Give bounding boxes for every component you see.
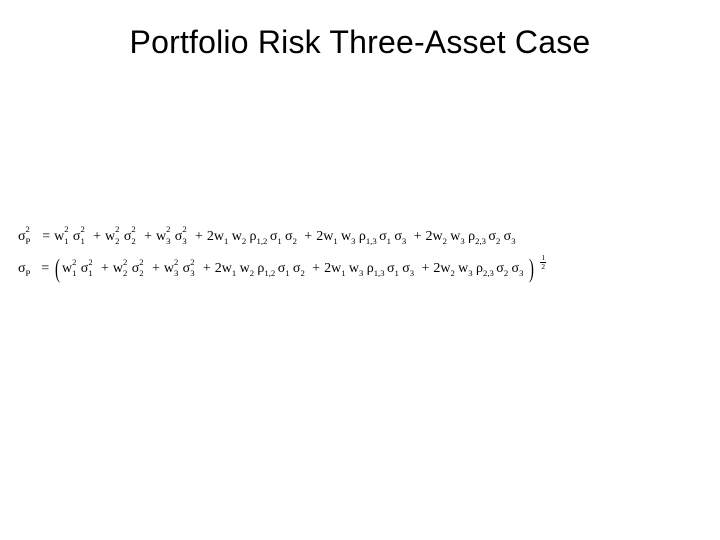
equation-variance: σ P 2 = w12 σ12 + w22 σ22 + — [18, 230, 708, 244]
right-paren: ) — [529, 261, 534, 276]
eq2-rhs: ( w12 σ12 + w22 σ22 + w32 σ32 — [53, 262, 535, 277]
exponent-one-half: 1 2 — [540, 253, 546, 270]
term-cov12: 2 w1 w2 ρ1,2 σ1 σ2 — [207, 230, 300, 244]
term-cov23: 2 w2 w3 ρ2,3 σ2 σ3 — [425, 230, 518, 244]
slide-title: Portfolio Risk Three-Asset Case — [0, 24, 720, 61]
eq2-lhs: σ P — [18, 262, 33, 276]
slide: Portfolio Risk Three-Asset Case σ P 2 = … — [0, 0, 720, 540]
sigma-P-squared: σ P 2 — [18, 230, 26, 244]
term-w1sq-s1sq: w12 σ12 — [54, 230, 89, 244]
term-w2sq-s2sq: w22 σ22 — [105, 230, 140, 244]
sigma-P: σ P — [18, 262, 26, 276]
term-cov13: 2 w1 w3 ρ1,3 σ1 σ3 — [316, 230, 409, 244]
left-paren: ( — [55, 261, 60, 276]
term-w3sq-s3sq: w32 σ32 — [156, 230, 191, 244]
equals-sign: = — [41, 262, 49, 276]
eq1-rhs: w12 σ12 + w22 σ22 + w32 σ32 + 2 — [54, 230, 519, 244]
eq2-inner: w12 σ12 + w22 σ22 + w32 σ32 + 2 — [62, 262, 527, 276]
equals-sign: = — [42, 230, 50, 244]
eq1-lhs: σ P 2 — [18, 230, 34, 244]
equation-block: σ P 2 = w12 σ12 + w22 σ22 + — [18, 230, 708, 295]
equation-stddev: σ P = ( w12 σ12 + w22 σ22 + — [18, 262, 708, 277]
